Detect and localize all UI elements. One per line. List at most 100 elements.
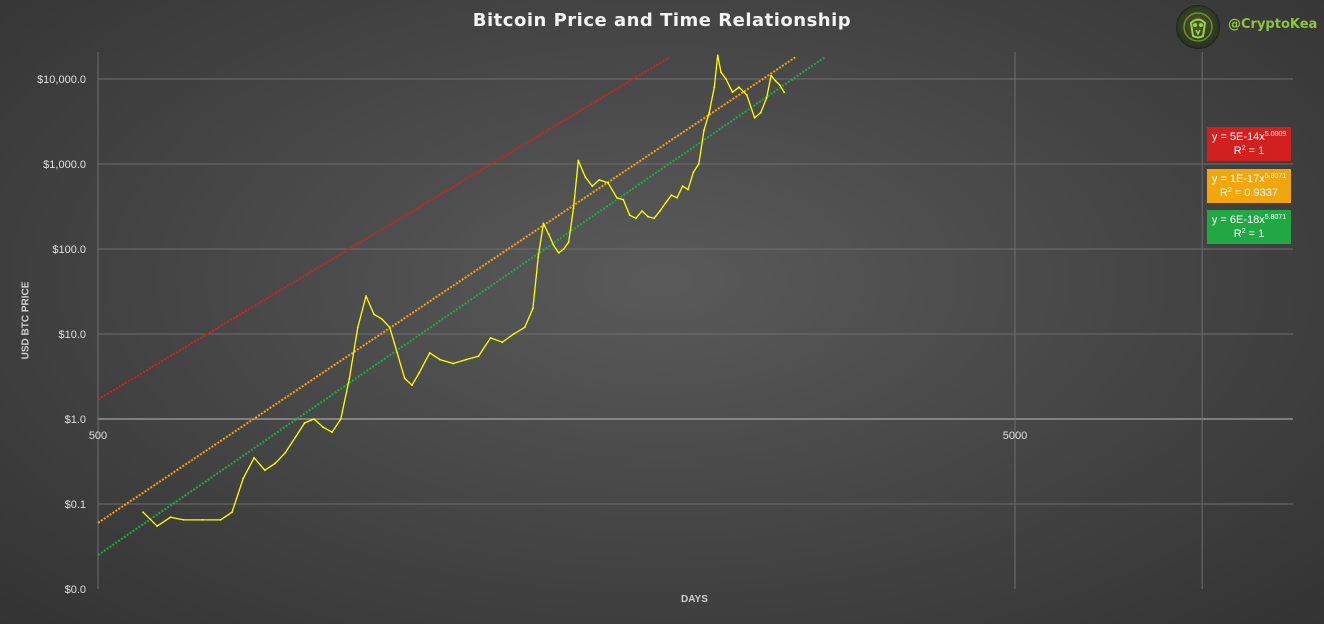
price-point	[622, 198, 625, 201]
equation-prefix: y = 6E-18x	[1211, 214, 1265, 226]
price-point	[512, 333, 515, 335]
price-point	[774, 80, 777, 82]
price-point	[284, 451, 287, 454]
r-squared-value: = 1	[1245, 145, 1265, 157]
price-point	[532, 307, 534, 310]
equation-exponent: 5.8071	[1264, 173, 1287, 180]
y-tick-label: $1,000.0	[43, 159, 86, 171]
price-point	[738, 86, 740, 89]
kea-logo-icon	[1176, 5, 1220, 49]
r-squared-exponent: 2	[1227, 187, 1232, 194]
price-point	[731, 91, 734, 94]
price-point	[753, 116, 756, 119]
price-point	[439, 358, 441, 361]
price-point	[567, 241, 570, 244]
r-label: R	[1233, 228, 1242, 240]
price-point	[591, 185, 594, 188]
price-point	[169, 516, 172, 519]
price-point	[577, 159, 580, 162]
price-point	[628, 214, 631, 217]
price-point	[303, 422, 306, 424]
price-point	[219, 519, 222, 521]
price-point	[365, 295, 367, 297]
x-tick-label: 5000	[1003, 430, 1027, 442]
trendlines	[97, 56, 826, 557]
price-point	[713, 86, 716, 89]
price-series	[142, 54, 785, 527]
price-line	[142, 54, 785, 527]
price-point	[263, 469, 266, 472]
price-point	[418, 371, 421, 374]
price-point	[322, 426, 324, 429]
price-point	[616, 196, 618, 199]
price-point	[489, 337, 492, 339]
y-tick-label: $0.0	[65, 584, 86, 596]
price-point	[396, 352, 399, 354]
price-point	[557, 252, 560, 254]
price-point	[562, 248, 565, 250]
y-tick-label: $10.0	[58, 329, 86, 341]
price-point	[725, 78, 727, 80]
price-point	[670, 194, 673, 197]
price-point	[783, 91, 785, 94]
x-axis-title: DAYS	[681, 594, 708, 605]
price-point	[703, 129, 705, 132]
trendline-mid	[97, 56, 796, 524]
price-point	[778, 84, 781, 86]
price-point	[745, 94, 748, 96]
trendline-upper	[97, 56, 671, 401]
price-point	[765, 97, 768, 99]
price-point	[708, 111, 711, 114]
price-point	[477, 355, 480, 357]
r-squared-exponent: 2	[1241, 145, 1246, 152]
price-point	[331, 431, 333, 434]
r-squared-value: = 0.9337	[1231, 187, 1279, 199]
y-tick-label: $1.0	[65, 414, 86, 426]
price-point	[373, 313, 375, 316]
price-point	[411, 384, 413, 387]
y-tick-label: $0.1	[65, 499, 86, 511]
r-squared-value: = 1	[1245, 228, 1265, 240]
equation-formula: y = 6E-18x5.8071	[1207, 213, 1291, 227]
price-point	[253, 456, 256, 459]
r-label: R	[1219, 187, 1228, 199]
grid-lines	[97, 52, 1293, 589]
price-point	[547, 233, 550, 235]
brand-badge: @CryptoKea	[1176, 5, 1324, 49]
price-point	[697, 163, 700, 165]
price-point	[542, 222, 545, 225]
x-tick-label: 500	[89, 430, 107, 442]
r-squared-exponent: 2	[1241, 228, 1246, 235]
price-point	[465, 358, 467, 361]
price-point	[659, 210, 661, 212]
price-point	[552, 244, 555, 247]
equation-prefix: y = 1E-17x	[1211, 173, 1265, 185]
price-point	[720, 71, 722, 74]
price-point	[242, 477, 245, 480]
tick-labels: $10,000.0 $1,000.0 $100.0 $10.0 $1.0 $0.1 $0.0…	[37, 74, 1027, 596]
price-point	[692, 171, 695, 174]
y-tick-label: $100.0	[52, 244, 86, 256]
equation-r-squared: R2 = 1	[1207, 227, 1291, 241]
price-point	[664, 201, 667, 204]
price-point	[647, 215, 649, 218]
trendline-lower	[97, 56, 826, 557]
price-point	[428, 352, 431, 354]
price-point	[142, 511, 145, 514]
equation-r-squared: R2 = 0.9337	[1207, 186, 1291, 200]
equation-prefix: y = 5E-14x	[1211, 131, 1265, 143]
price-point	[156, 525, 159, 527]
equation-exponent: 5.8071	[1264, 214, 1287, 221]
price-point	[598, 179, 601, 181]
price-point	[274, 462, 276, 465]
price-point	[770, 74, 772, 77]
price-point	[641, 210, 643, 212]
price-point	[313, 418, 315, 420]
y-axis-title: USD BTC PRICE	[20, 281, 32, 360]
price-point	[452, 362, 455, 365]
price-point	[759, 111, 762, 114]
equation-exponent: 5.0009	[1264, 131, 1287, 138]
y-tick-label: $10,000.0	[37, 74, 86, 86]
price-point	[572, 207, 575, 210]
